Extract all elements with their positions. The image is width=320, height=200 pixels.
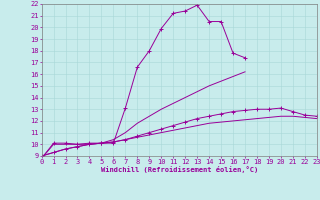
X-axis label: Windchill (Refroidissement éolien,°C): Windchill (Refroidissement éolien,°C) [100,166,258,173]
